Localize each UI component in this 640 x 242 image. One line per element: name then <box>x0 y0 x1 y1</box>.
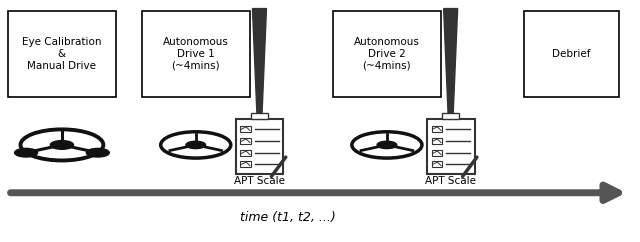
FancyBboxPatch shape <box>333 11 441 97</box>
Text: Autonomous
Drive 2
(~4mins): Autonomous Drive 2 (~4mins) <box>354 38 420 71</box>
Circle shape <box>377 141 397 149</box>
Bar <box>431 138 442 144</box>
FancyBboxPatch shape <box>8 11 116 97</box>
Bar <box>241 161 251 167</box>
Text: Debrief: Debrief <box>552 49 591 59</box>
Bar <box>427 119 474 174</box>
Bar <box>431 161 442 167</box>
Circle shape <box>15 148 38 157</box>
Circle shape <box>51 141 74 149</box>
Bar <box>442 113 460 119</box>
Bar <box>241 126 251 132</box>
Bar <box>431 150 442 156</box>
FancyBboxPatch shape <box>524 11 620 97</box>
Polygon shape <box>252 8 266 174</box>
Polygon shape <box>444 8 458 174</box>
Bar <box>251 113 268 119</box>
Bar <box>236 119 284 174</box>
Bar <box>241 138 251 144</box>
Bar <box>431 126 442 132</box>
Bar <box>241 150 251 156</box>
Text: Autonomous
Drive 1
(~4mins): Autonomous Drive 1 (~4mins) <box>163 38 228 71</box>
Text: Eye Calibration
&
Manual Drive: Eye Calibration & Manual Drive <box>22 38 102 71</box>
Text: time (t1, t2, ...): time (t1, t2, ...) <box>240 211 336 224</box>
Text: APT Scale: APT Scale <box>425 176 476 186</box>
FancyBboxPatch shape <box>141 11 250 97</box>
Circle shape <box>86 148 109 157</box>
Text: APT Scale: APT Scale <box>234 176 285 186</box>
Circle shape <box>186 141 205 149</box>
